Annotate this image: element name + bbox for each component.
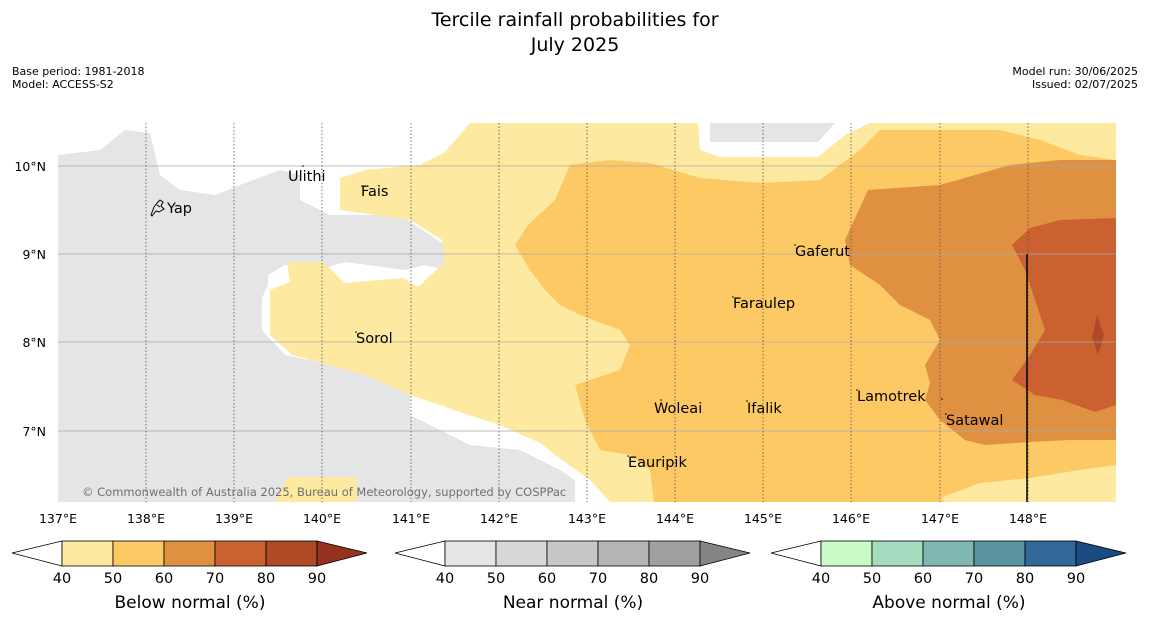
below-normal-80-90-patch bbox=[1092, 315, 1104, 355]
cbar-near-tick-50: 50 bbox=[487, 571, 505, 587]
place-label-ulithi: Ulithi bbox=[288, 169, 326, 185]
cbar-near-swatch-80-90 bbox=[648, 540, 701, 567]
model-text: Model: ACCESS-S2 bbox=[12, 78, 114, 91]
lon-label-147e: 147°E bbox=[921, 511, 959, 526]
lon-label-146e: 146°E bbox=[832, 511, 870, 526]
place-label-woleai: Woleai bbox=[654, 401, 702, 417]
cbar-above-swatch-40-50 bbox=[820, 540, 873, 567]
near-normal-patch-north bbox=[710, 123, 835, 142]
cbar-above-over bbox=[1075, 540, 1127, 567]
colorbar-label-near-normal: Near normal (%) bbox=[502, 593, 644, 613]
cbar-below-under bbox=[11, 540, 63, 567]
cbar-above-tick-80: 80 bbox=[1016, 571, 1034, 587]
place-label-ifalik: Ifalik bbox=[747, 401, 782, 417]
cbar-near-tick-60: 60 bbox=[538, 571, 556, 587]
cbar-above-under bbox=[770, 540, 822, 567]
yap-island-shape bbox=[150, 199, 165, 217]
cbar-below-swatch-60-70 bbox=[163, 540, 216, 567]
longitude-gridlines bbox=[145, 123, 1029, 502]
place-label-sorol: Sorol bbox=[356, 331, 393, 347]
cbar-above-tick-90: 90 bbox=[1067, 571, 1085, 587]
latitude-labels: 10°N 9°N 8°N 7°N bbox=[14, 159, 46, 439]
lon-label-142e: 142°E bbox=[480, 511, 518, 526]
lon-label-141e: 141°E bbox=[392, 511, 430, 526]
colorbar-label-above-normal: Above normal (%) bbox=[872, 593, 1026, 613]
cbar-near-tick-70: 70 bbox=[589, 571, 607, 587]
chart-title: Tercile rainfall probabilities for July … bbox=[0, 8, 1150, 58]
cbar-above-tick-70: 70 bbox=[965, 571, 983, 587]
lat-label-9n: 9°N bbox=[22, 247, 46, 262]
cbar-near-under bbox=[394, 540, 446, 567]
cbar-below-over bbox=[316, 540, 368, 567]
cbar-above-tick-40: 40 bbox=[812, 571, 830, 587]
meta-right: Model run: 30/06/2025 Issued: 02/07/2025 bbox=[1012, 65, 1138, 91]
cbar-above-swatch-70-80 bbox=[973, 540, 1026, 567]
near-normal-region-west bbox=[58, 130, 445, 502]
cbar-above-tick-60: 60 bbox=[914, 571, 932, 587]
place-label-faraulep: Faraulep bbox=[733, 296, 795, 312]
cbar-below-swatch-50-60 bbox=[112, 540, 165, 567]
cbar-near-over bbox=[699, 540, 751, 567]
lon-label-138e: 138°E bbox=[127, 511, 165, 526]
cbar-near-tick-90: 90 bbox=[691, 571, 709, 587]
lon-label-148e: 148°E bbox=[1009, 511, 1047, 526]
cbar-below-tick-40: 40 bbox=[53, 571, 71, 587]
colorbar-label-below-normal: Below normal (%) bbox=[114, 593, 266, 613]
place-labels: Ulithi Fais Yap Gaferut Faraulep Sorol L… bbox=[166, 165, 1003, 471]
model-run-text: Model run: 30/06/2025 bbox=[1012, 65, 1138, 78]
cbar-above-swatch-50-60 bbox=[871, 540, 924, 567]
cbar-near-tick-40: 40 bbox=[436, 571, 454, 587]
lamotrek-dot bbox=[941, 398, 943, 400]
title-line-1: Tercile rainfall probabilities for bbox=[431, 9, 719, 31]
lon-label-143e: 143°E bbox=[568, 511, 606, 526]
below-normal-70-80-region bbox=[1012, 218, 1116, 412]
cbar-below-tick-50: 50 bbox=[104, 571, 122, 587]
place-label-fais: Fais bbox=[361, 184, 388, 200]
below-normal-40-50-patch-south bbox=[275, 477, 357, 502]
lat-label-7n: 7°N bbox=[22, 424, 46, 439]
place-label-lamotrek: Lamotrek bbox=[857, 389, 926, 405]
copyright-text: © Commonwealth of Australia 2025, Bureau… bbox=[82, 485, 566, 499]
lon-label-139e: 139°E bbox=[215, 511, 253, 526]
cbar-below-tick-80: 80 bbox=[257, 571, 275, 587]
near-normal-region-south bbox=[410, 415, 575, 502]
lat-label-8n: 8°N bbox=[22, 335, 46, 350]
lat-label-10n: 10°N bbox=[14, 159, 46, 174]
lon-label-145e: 145°E bbox=[744, 511, 782, 526]
issued-text: Issued: 02/07/2025 bbox=[1031, 78, 1138, 91]
cbar-below-tick-60: 60 bbox=[155, 571, 173, 587]
colorbar-above-normal: 40 50 60 70 80 90 bbox=[770, 540, 1127, 587]
place-label-eauripik: Eauripik bbox=[628, 455, 687, 471]
cbar-near-swatch-40-50 bbox=[444, 540, 497, 567]
place-label-satawal: Satawal bbox=[946, 413, 1003, 429]
colorbar-near-normal: 40 50 60 70 80 90 bbox=[394, 540, 751, 587]
meta-left: Base period: 1981-2018 Model: ACCESS-S2 bbox=[12, 65, 144, 91]
map-area: Ulithi Fais Yap Gaferut Faraulep Sorol L… bbox=[58, 123, 1116, 502]
lon-label-140e: 140°E bbox=[303, 511, 341, 526]
lon-label-144e: 144°E bbox=[656, 511, 694, 526]
cbar-near-tick-80: 80 bbox=[640, 571, 658, 587]
place-label-yap: Yap bbox=[166, 201, 192, 217]
longitude-labels: 137°E 138°E 139°E 140°E 141°E 142°E 143°… bbox=[39, 511, 1047, 526]
title-line-2: July 2025 bbox=[530, 34, 620, 56]
lon-label-137e: 137°E bbox=[39, 511, 77, 526]
cbar-near-swatch-50-60 bbox=[495, 540, 548, 567]
cbar-below-swatch-40-50 bbox=[61, 540, 114, 567]
cbar-below-tick-70: 70 bbox=[206, 571, 224, 587]
cbar-near-swatch-60-70 bbox=[546, 540, 599, 567]
cbar-above-tick-50: 50 bbox=[863, 571, 881, 587]
colorbar-below-normal: 40 50 60 70 80 90 bbox=[11, 540, 368, 587]
cbar-above-swatch-60-70 bbox=[922, 540, 975, 567]
cbar-below-swatch-70-80 bbox=[214, 540, 267, 567]
cbar-below-tick-90: 90 bbox=[308, 571, 326, 587]
place-label-gaferut: Gaferut bbox=[795, 244, 850, 260]
cbar-below-swatch-80-90 bbox=[265, 540, 318, 567]
cbar-near-swatch-70-80 bbox=[597, 540, 650, 567]
base-period-text: Base period: 1981-2018 bbox=[12, 65, 145, 78]
cbar-above-swatch-80-90 bbox=[1024, 540, 1077, 567]
